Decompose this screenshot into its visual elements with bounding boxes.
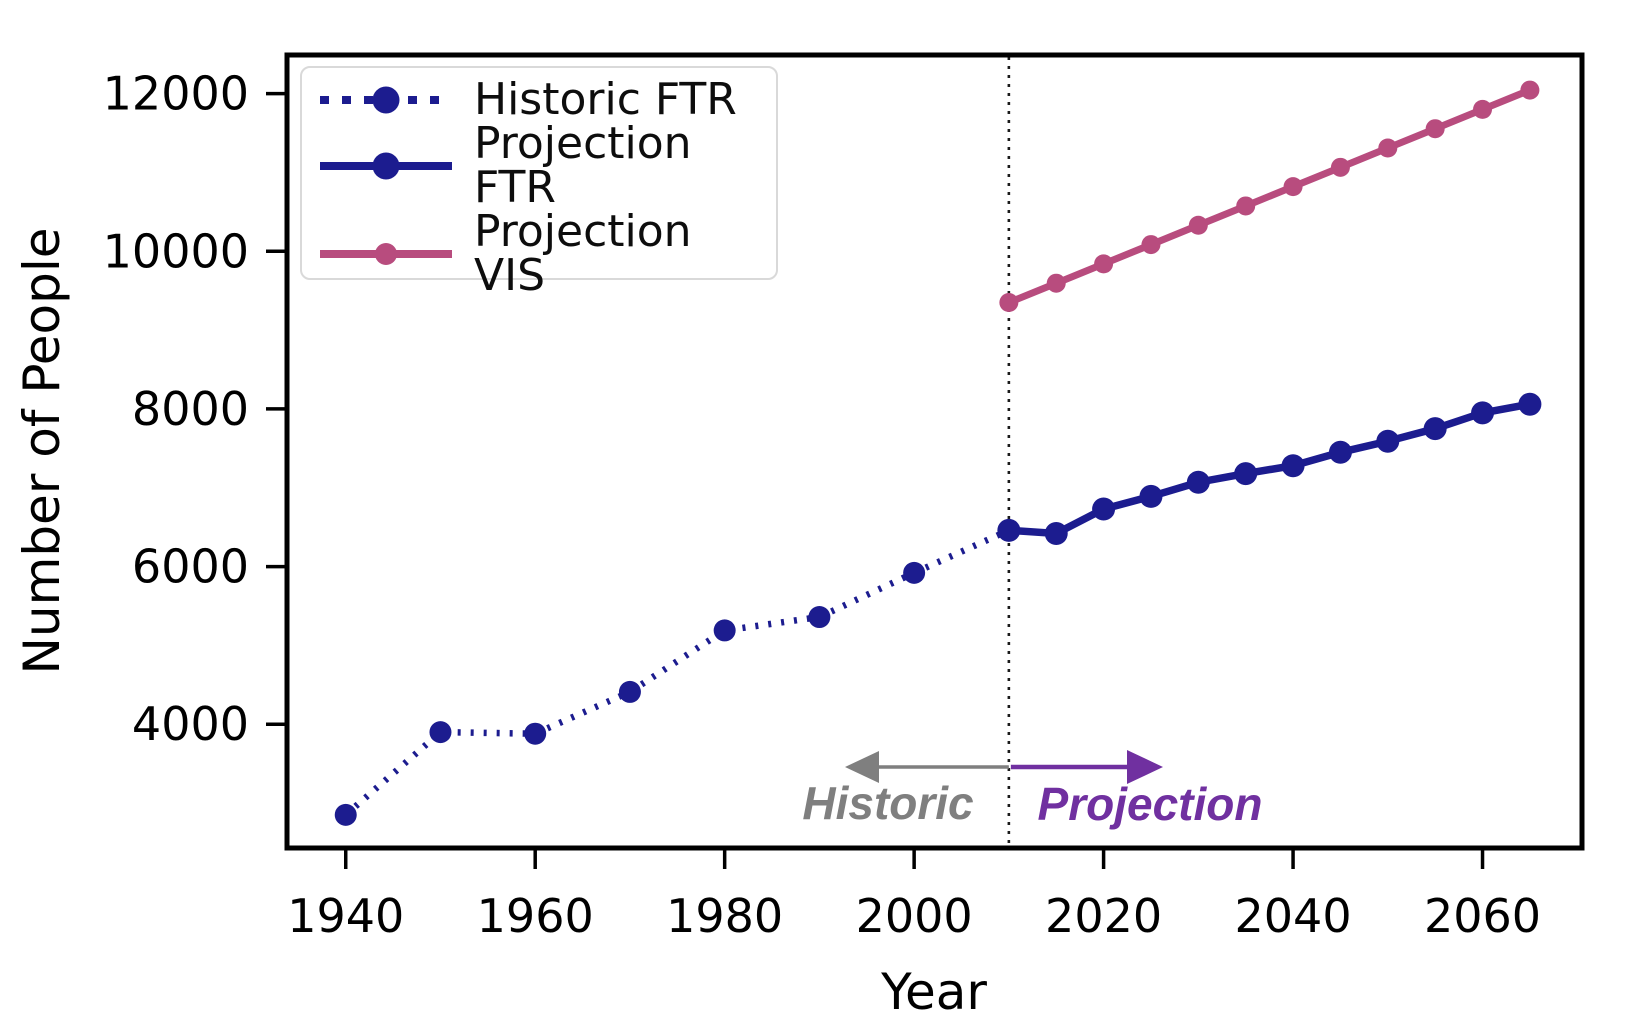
legend-item-projection-vis: Projection VIS (320, 210, 776, 298)
y-tick-label: 10000 (103, 224, 249, 278)
data-point-marker (1520, 80, 1540, 100)
data-point-marker (524, 722, 547, 745)
data-point-marker (1376, 429, 1400, 453)
data-point-marker (903, 561, 926, 584)
y-tick-label: 12000 (103, 67, 249, 121)
legend-label-projection-vis: Projection VIS (474, 206, 692, 301)
data-point-marker (1471, 401, 1495, 425)
data-point-marker (1186, 470, 1210, 494)
data-point-marker (1425, 119, 1445, 139)
historic-arrow-head-icon (845, 751, 879, 783)
legend: Historic FTR Projection FTR Projection V… (300, 66, 778, 298)
y-tick-label: 6000 (132, 540, 249, 594)
data-point-marker (1283, 177, 1303, 197)
data-point-marker (1046, 273, 1066, 293)
data-point-marker (1328, 440, 1352, 464)
projection-ftr-line-sample-icon (320, 150, 452, 182)
series-line-projection-ftr (1008, 400, 1531, 538)
projection-annotation-text: Projection (1037, 778, 1263, 830)
data-point-marker (334, 803, 357, 826)
historic-annotation-text: Historic (802, 777, 974, 829)
series-line-projection-vis (1007, 86, 1532, 306)
data-point-marker (1234, 462, 1258, 486)
projection-vis-line-sample-icon (320, 238, 452, 270)
data-point-marker (1281, 454, 1305, 478)
data-point-marker (1423, 417, 1447, 441)
data-point-marker (618, 680, 641, 703)
legend-label-historic-ftr: Historic FTR (474, 74, 737, 125)
x-tick-label: 1940 (287, 889, 404, 943)
legend-item-projection-ftr: Projection FTR (320, 122, 776, 210)
x-tick-label: 2040 (1235, 889, 1352, 943)
data-point-marker (808, 606, 831, 629)
data-point-marker (1473, 99, 1493, 119)
x-tick-label: 2020 (1045, 889, 1162, 943)
data-point-marker (997, 518, 1021, 542)
x-axis-label: Year (881, 963, 987, 1021)
data-point-marker (713, 619, 736, 642)
marker-dot-swatch (375, 243, 397, 265)
marker-dot-swatch (372, 86, 400, 114)
data-point-marker (999, 293, 1019, 313)
legend-label-projection-ftr: Projection FTR (474, 118, 692, 213)
y-axis-label: Number of People (13, 227, 71, 675)
legend-item-historic-ftr: Historic FTR (320, 78, 776, 122)
data-point-marker (1330, 157, 1350, 177)
x-tick-label: 1960 (477, 889, 594, 943)
historic-ftr-line-sample-icon (320, 84, 452, 116)
data-point-marker (429, 721, 452, 744)
data-point-marker (1378, 138, 1398, 158)
plot-frame (284, 52, 1585, 851)
data-point-marker (1236, 196, 1256, 216)
data-point-marker (1094, 254, 1114, 274)
projection-arrow-head-icon (1127, 750, 1163, 784)
data-point-marker (1188, 215, 1208, 235)
y-tick-label: 4000 (132, 697, 249, 751)
data-point-marker (1518, 392, 1542, 416)
data-point-marker (1139, 484, 1163, 508)
x-tick-label: 2000 (856, 889, 973, 943)
y-tick-label: 8000 (132, 382, 249, 436)
x-tick-label: 2060 (1424, 889, 1541, 943)
marker-dot-swatch (372, 152, 400, 180)
x-tick-label: 1980 (666, 889, 783, 943)
data-point-marker (1044, 521, 1068, 545)
data-point-marker (1141, 235, 1161, 255)
data-point-marker (1092, 497, 1116, 521)
